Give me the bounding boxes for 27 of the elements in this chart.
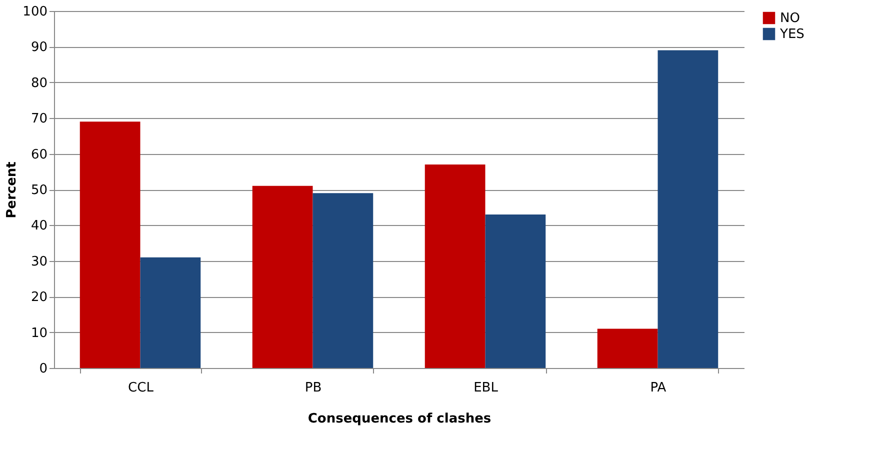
y-tick-label: 90 <box>30 40 48 56</box>
bar <box>140 257 201 368</box>
legend-label: YES <box>779 27 804 42</box>
y-axis-title: Percent <box>4 162 20 218</box>
y-tick-label: 70 <box>30 112 48 127</box>
y-tick-label: 20 <box>30 290 48 306</box>
y-tick-label: 0 <box>39 362 48 376</box>
y-tick-label: 30 <box>30 254 48 270</box>
y-tick-label: 100 <box>22 4 48 20</box>
y-tick-label: 50 <box>30 183 48 198</box>
x-tick-label: PA <box>650 380 666 396</box>
legend-label: NO <box>780 11 800 26</box>
bar <box>80 122 140 368</box>
bar <box>485 214 546 368</box>
y-tick-label: 60 <box>30 147 48 162</box>
y-tick-label: 80 <box>30 76 48 91</box>
y-tick-label: 10 <box>30 326 48 341</box>
x-tick-label: EBL <box>474 380 499 396</box>
x-axis-title: Consequences of clashes <box>308 412 492 426</box>
x-tick-label: CCL <box>128 380 154 396</box>
bar <box>658 50 718 368</box>
bar <box>312 193 374 368</box>
y-tick-label: 40 <box>30 218 48 234</box>
bar <box>424 164 486 368</box>
x-tick-label: PB <box>304 380 322 396</box>
bar <box>252 186 313 368</box>
bar <box>597 328 658 368</box>
